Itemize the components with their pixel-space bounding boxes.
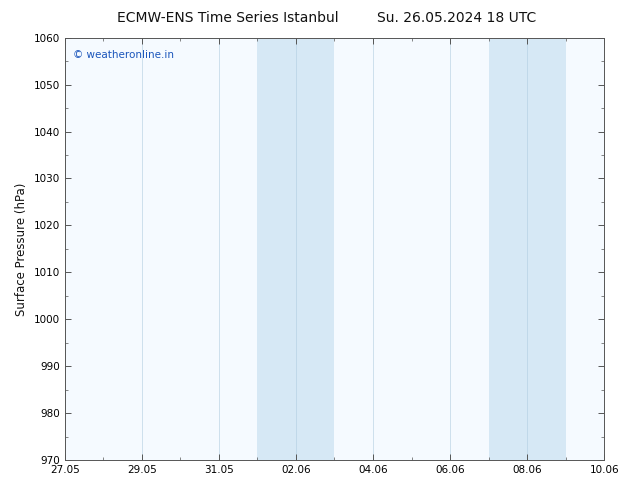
Text: ECMW-ENS Time Series Istanbul: ECMW-ENS Time Series Istanbul — [117, 11, 339, 25]
Y-axis label: Surface Pressure (hPa): Surface Pressure (hPa) — [15, 182, 28, 316]
Text: © weatheronline.in: © weatheronline.in — [73, 50, 174, 60]
Bar — [489, 38, 566, 460]
Text: Su. 26.05.2024 18 UTC: Su. 26.05.2024 18 UTC — [377, 11, 536, 25]
Bar — [257, 38, 334, 460]
